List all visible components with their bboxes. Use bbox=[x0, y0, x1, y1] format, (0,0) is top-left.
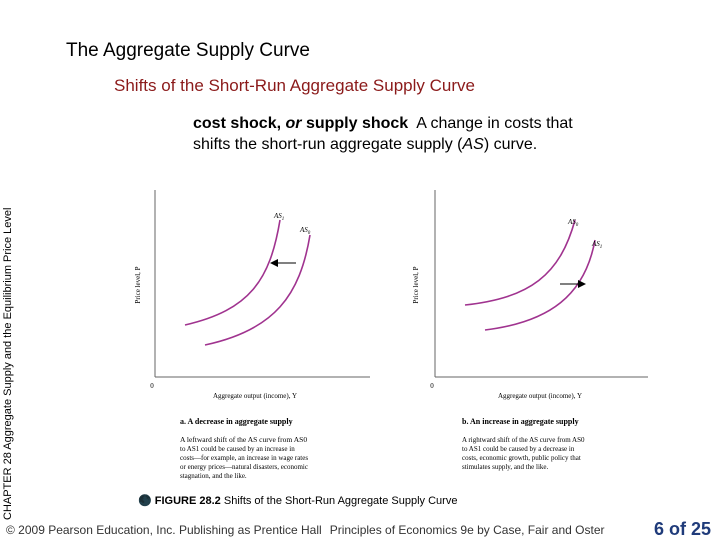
panel-b-curve-as1 bbox=[484, 239, 596, 331]
panel-b-desc-1: to AS1 could be caused by a decrease in bbox=[462, 445, 575, 453]
panel-a-origin: 0 bbox=[150, 382, 154, 390]
chapter-number: CHAPTER 28 bbox=[2, 452, 14, 520]
panel-a-curve-as0 bbox=[204, 234, 311, 346]
panel-a-y-label: Price level, P bbox=[134, 266, 142, 303]
panel-b-label-as0: AS0 bbox=[567, 218, 579, 228]
term-cost-shock: cost shock, bbox=[193, 115, 282, 132]
definition-text: A change in costs that shifts the short-… bbox=[193, 115, 573, 153]
panel-a-curve-as1 bbox=[184, 219, 281, 326]
chapter-side-label: CHAPTER 28 Aggregate Supply and the Equi… bbox=[2, 100, 14, 520]
panel-b-origin: 0 bbox=[430, 382, 434, 390]
panel-a-desc-0: A leftward shift of the AS curve from AS… bbox=[180, 435, 307, 444]
panel-a-heading: a. A decrease in aggregate supply bbox=[180, 417, 293, 426]
definition-as: AS bbox=[462, 136, 484, 153]
panel-b-label-as1: AS1 bbox=[591, 240, 602, 250]
term-or: or bbox=[285, 115, 302, 132]
figure-caption-label: FIGURE 28.2 bbox=[154, 495, 221, 507]
figure-caption-text: Shifts of the Short-Run Aggregate Supply… bbox=[223, 495, 458, 507]
chapter-title: Aggregate Supply and the Equilibrium Pri… bbox=[2, 207, 14, 450]
page-number: 6 of 25 bbox=[654, 519, 712, 539]
panel-b-x-label: Aggregate output (income), Y bbox=[498, 392, 582, 400]
figure-bullet-icon: 🌑 bbox=[138, 495, 152, 507]
figure-caption: 🌑 FIGURE 28.2 Shifts of the Short-Run Ag… bbox=[138, 494, 457, 507]
panel-a: Price level, P 0 Aggregate output (incom… bbox=[134, 190, 370, 480]
panel-b-desc-0: A rightward shift of the AS curve from A… bbox=[462, 436, 585, 444]
panel-b-curve-as0 bbox=[464, 219, 576, 306]
footer: © 2009 Pearson Education, Inc. Publishin… bbox=[6, 523, 604, 537]
definition-text-end: ) curve. bbox=[483, 136, 538, 153]
figure-28-2: Price level, P 0 Aggregate output (incom… bbox=[134, 190, 648, 480]
panel-a-desc-4: stagnation, and the like. bbox=[180, 472, 247, 480]
panel-a-desc-2: costs—for example, an increase in wage r… bbox=[180, 454, 308, 462]
panel-b-desc-3: stimulates supply, and the like. bbox=[462, 463, 549, 471]
panel-a-label-as1: AS1 bbox=[273, 212, 284, 222]
panel-a-desc-1: to AS1 could be caused by an increase in bbox=[180, 445, 295, 453]
slide-title: The Aggregate Supply Curve bbox=[66, 40, 310, 61]
slide-subtitle: Shifts of the Short-Run Aggregate Supply… bbox=[114, 76, 475, 95]
term-supply-shock: supply shock bbox=[305, 115, 409, 132]
definition-block: cost shock, or supply shock A change in … bbox=[193, 113, 593, 155]
panel-a-x-label: Aggregate output (income), Y bbox=[213, 392, 297, 400]
panel-b-heading: b. An increase in aggregate supply bbox=[462, 417, 579, 426]
panel-a-label-as0: AS0 bbox=[299, 226, 311, 236]
panel-a-desc-3: or energy prices—natural disasters, econ… bbox=[180, 463, 308, 471]
panel-b-y-label: Price level, P bbox=[412, 266, 420, 303]
footer-book: Principles of Economics 9e by Case, Fair… bbox=[329, 523, 605, 537]
footer-copyright: © 2009 Pearson Education, Inc. Publishin… bbox=[6, 523, 322, 537]
panel-b-desc-2: costs, economic growth, public policy th… bbox=[462, 454, 581, 462]
panel-b: Price level, P 0 Aggregate output (incom… bbox=[412, 190, 648, 471]
